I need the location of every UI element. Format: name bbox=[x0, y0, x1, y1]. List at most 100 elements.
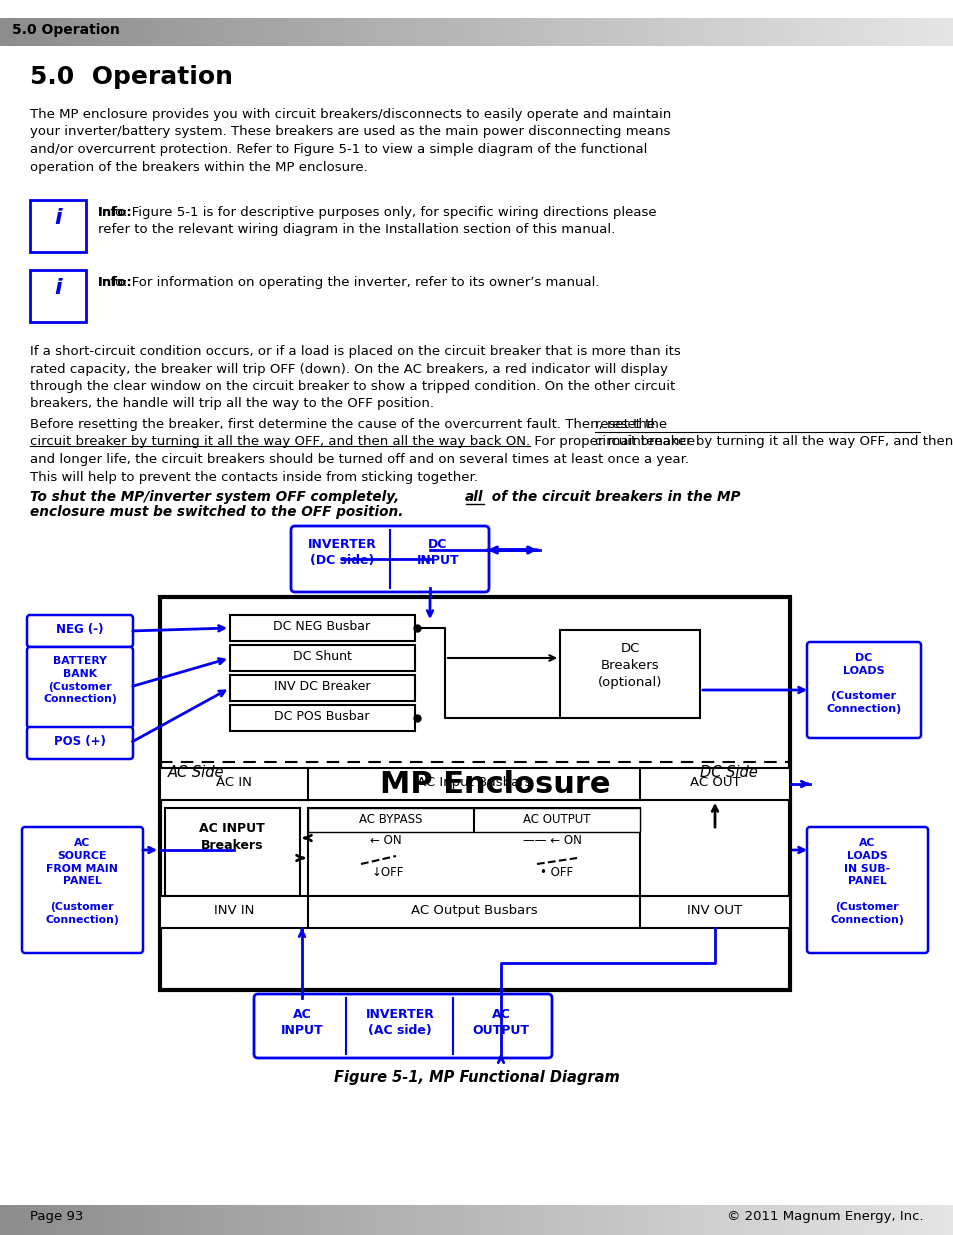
Bar bbox=[547, 19, 554, 46]
Bar bbox=[230, 676, 415, 701]
Bar bbox=[585, 19, 592, 46]
Bar bbox=[81, 1205, 87, 1235]
Bar bbox=[186, 19, 192, 46]
Bar bbox=[518, 1205, 524, 1235]
Bar bbox=[324, 19, 330, 46]
Bar bbox=[919, 19, 925, 46]
Bar bbox=[81, 19, 87, 46]
Bar bbox=[538, 19, 544, 46]
Bar bbox=[205, 1205, 211, 1235]
Bar bbox=[523, 1205, 530, 1235]
Bar bbox=[709, 19, 716, 46]
Bar bbox=[480, 19, 486, 46]
Bar bbox=[838, 19, 844, 46]
Bar bbox=[308, 808, 639, 832]
Bar bbox=[391, 1205, 396, 1235]
Bar bbox=[237, 1205, 244, 1235]
Text: AC Output Busbars: AC Output Busbars bbox=[410, 904, 537, 918]
Bar bbox=[671, 1205, 678, 1235]
Bar bbox=[491, 19, 497, 46]
Bar bbox=[828, 1205, 834, 1235]
Bar bbox=[609, 1205, 616, 1235]
Bar bbox=[437, 1205, 443, 1235]
Bar bbox=[862, 1205, 868, 1235]
Bar bbox=[437, 19, 443, 46]
Bar bbox=[375, 19, 381, 46]
Bar bbox=[19, 19, 25, 46]
Bar bbox=[113, 1205, 120, 1235]
Bar bbox=[766, 1205, 772, 1235]
Bar bbox=[596, 1205, 601, 1235]
Bar bbox=[448, 1205, 454, 1235]
Bar bbox=[4, 19, 10, 46]
Bar bbox=[271, 19, 276, 46]
Bar bbox=[786, 1205, 792, 1235]
Bar bbox=[166, 1205, 172, 1235]
Bar bbox=[529, 19, 535, 46]
Bar bbox=[152, 1205, 158, 1235]
Bar bbox=[814, 19, 821, 46]
Bar bbox=[739, 19, 744, 46]
Bar bbox=[714, 1205, 720, 1235]
Bar bbox=[882, 1205, 887, 1235]
Bar bbox=[132, 19, 139, 46]
Bar bbox=[33, 19, 39, 46]
Bar bbox=[862, 19, 868, 46]
Bar bbox=[467, 1205, 473, 1235]
Text: of the circuit breakers in the MP: of the circuit breakers in the MP bbox=[486, 490, 740, 504]
Bar bbox=[491, 1205, 497, 1235]
Bar bbox=[414, 19, 419, 46]
Bar bbox=[343, 1205, 349, 1235]
Bar bbox=[615, 1205, 620, 1235]
Bar bbox=[57, 1205, 63, 1235]
FancyBboxPatch shape bbox=[291, 526, 489, 592]
Bar bbox=[747, 1205, 753, 1235]
Text: © 2011 Magnum Energy, Inc.: © 2011 Magnum Energy, Inc. bbox=[726, 1210, 923, 1223]
Bar bbox=[572, 1205, 578, 1235]
Bar bbox=[256, 1205, 263, 1235]
Bar bbox=[914, 1205, 920, 1235]
Bar bbox=[577, 19, 582, 46]
Bar bbox=[585, 1205, 592, 1235]
Bar bbox=[14, 1205, 20, 1235]
Bar bbox=[572, 19, 578, 46]
Bar bbox=[194, 1205, 201, 1235]
Bar bbox=[833, 1205, 840, 1235]
Bar bbox=[71, 19, 77, 46]
Bar bbox=[147, 19, 152, 46]
Bar bbox=[262, 19, 268, 46]
Bar bbox=[228, 19, 233, 46]
Bar bbox=[294, 1205, 301, 1235]
Bar bbox=[714, 19, 720, 46]
Bar bbox=[623, 19, 629, 46]
Text: DC
LOADS

(Customer
Connection): DC LOADS (Customer Connection) bbox=[825, 653, 901, 714]
Bar bbox=[186, 1205, 192, 1235]
Bar bbox=[843, 19, 849, 46]
Bar bbox=[337, 19, 344, 46]
Bar bbox=[681, 1205, 687, 1235]
Bar bbox=[352, 1205, 357, 1235]
Bar bbox=[553, 19, 558, 46]
Bar bbox=[157, 1205, 163, 1235]
Bar bbox=[924, 19, 930, 46]
Bar bbox=[85, 19, 91, 46]
Bar bbox=[515, 1205, 520, 1235]
Bar bbox=[286, 19, 292, 46]
Bar bbox=[14, 19, 20, 46]
Bar bbox=[95, 1205, 101, 1235]
Bar bbox=[871, 19, 877, 46]
Bar bbox=[442, 1205, 449, 1235]
Bar bbox=[876, 1205, 882, 1235]
Bar bbox=[510, 19, 516, 46]
Text: DC Side: DC Side bbox=[700, 764, 757, 781]
Text: DC POS Busbar: DC POS Busbar bbox=[274, 710, 370, 722]
Bar bbox=[57, 19, 63, 46]
Bar bbox=[143, 1205, 149, 1235]
Bar bbox=[160, 597, 789, 990]
Bar bbox=[42, 19, 48, 46]
Bar bbox=[305, 19, 311, 46]
Bar bbox=[781, 1205, 787, 1235]
Bar bbox=[62, 1205, 68, 1235]
Bar bbox=[615, 19, 620, 46]
Bar bbox=[157, 19, 163, 46]
